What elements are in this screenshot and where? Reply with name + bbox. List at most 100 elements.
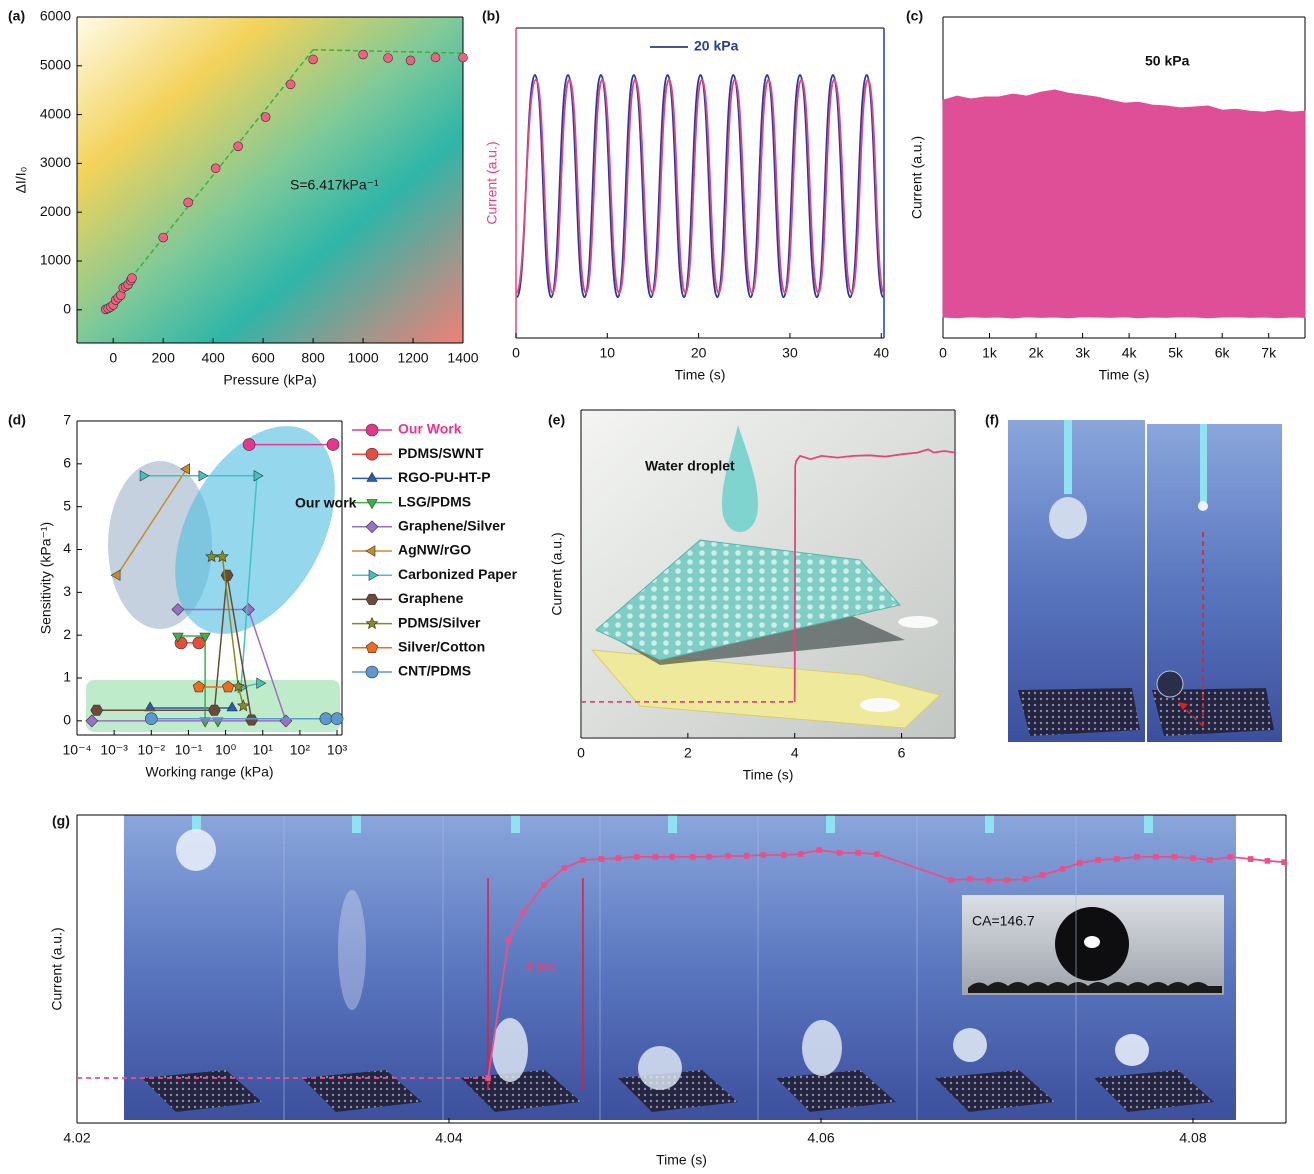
legend-label: Carbonized Paper: [398, 566, 518, 582]
data-point: [1207, 857, 1213, 863]
x-axis-label: Pressure (kPa): [223, 372, 316, 388]
y-tick-label: 2: [63, 626, 71, 642]
x-axis-label: Time (s): [1099, 367, 1150, 383]
data-point: [1077, 860, 1083, 866]
y-tick-label: 7: [63, 412, 71, 428]
panel-g-photo-strip: [124, 815, 1236, 1120]
data-point: [837, 850, 843, 856]
legend-marker: [366, 594, 378, 604]
x-tick-label: 400: [201, 350, 225, 366]
data-point: [1227, 854, 1233, 860]
y-axis-label: Current (a.u.): [909, 136, 925, 219]
x-axis-label: Time (s): [743, 767, 794, 783]
data-point: [184, 198, 193, 207]
droplet: [802, 1020, 842, 1076]
data-point: [798, 851, 804, 857]
data-point: [690, 854, 696, 860]
y-tick-label: 6000: [40, 8, 71, 24]
data-point: [1190, 855, 1196, 861]
x-tick-label: 0: [939, 345, 947, 361]
x-tick-label: 10⁻²: [137, 742, 165, 758]
x-tick-label: 4.04: [435, 1130, 462, 1146]
data-point: [653, 854, 659, 860]
data-point: [331, 713, 343, 725]
y-tick-label: 0: [63, 712, 71, 728]
needle: [352, 815, 361, 833]
droplet: [176, 829, 216, 871]
annotation: CA=146.7: [972, 913, 1035, 929]
data-point: [816, 847, 822, 853]
needle: [1144, 815, 1153, 833]
needle: [668, 815, 677, 833]
y-axis-label: Sensitivity (kPa⁻¹): [38, 522, 54, 634]
x-tick-label: 10²: [290, 742, 311, 758]
panel-label: (c): [906, 8, 923, 24]
x-tick-label: 0: [109, 350, 117, 366]
signal-band: [943, 90, 1305, 318]
panel-a-background: [77, 17, 463, 343]
data-point: [634, 854, 640, 860]
x-tick-label: 0: [512, 345, 520, 361]
panel-e-illustration: [582, 411, 954, 737]
x-tick-label: 10⁻³: [100, 742, 128, 758]
x-tick-label: 30: [782, 345, 798, 361]
legend-marker: [366, 642, 377, 653]
data-point: [261, 113, 270, 122]
y-axis-label: ΔI/I₀: [13, 166, 29, 193]
data-point: [615, 855, 621, 861]
data-point: [459, 53, 468, 62]
data-point: [221, 570, 233, 580]
data-point: [1095, 857, 1101, 863]
data-point: [506, 937, 512, 943]
data-point: [874, 851, 880, 857]
data-point: [1114, 856, 1120, 862]
legend-marker: [366, 666, 378, 678]
data-point: [208, 705, 220, 715]
data-point: [384, 53, 393, 62]
panel-label: (e): [548, 412, 565, 428]
y-tick-label: 5000: [40, 57, 71, 73]
droplet: [1198, 501, 1208, 511]
y-tick-label: 3: [63, 583, 71, 599]
data-point: [541, 882, 547, 888]
data-point: [580, 857, 586, 863]
x-tick-label: 10³: [327, 742, 348, 758]
legend-label: Silver/Cotton: [398, 639, 485, 655]
x-tick-label: 600: [251, 350, 275, 366]
page: (a)0200400600800100012001400010002000300…: [0, 0, 1314, 1174]
legend-label: LSG/PDMS: [398, 493, 471, 509]
x-tick-label: 4.06: [807, 1130, 834, 1146]
data-point: [948, 877, 954, 883]
x-tick-label: 40: [873, 345, 889, 361]
data-point: [145, 713, 157, 725]
data-point: [1004, 877, 1010, 883]
data-point: [127, 274, 136, 283]
legend-marker: [366, 546, 375, 556]
x-tick-label: 10⁻⁴: [63, 742, 92, 758]
annotation: Water droplet: [645, 458, 735, 474]
x-tick-label: 10⁰: [215, 742, 237, 758]
data-point: [359, 50, 368, 59]
data-point: [234, 142, 243, 151]
x-tick-label: 2: [684, 745, 692, 761]
x-tick-label: 200: [152, 350, 176, 366]
legend-label: CNT/PDMS: [398, 663, 471, 679]
figure: (a)0200400600800100012001400010002000300…: [0, 0, 1314, 1174]
panel-f-photo: [1008, 420, 1282, 742]
x-tick-label: 10: [600, 345, 616, 361]
data-point: [1023, 876, 1029, 882]
x-axis-label: Working range (kPa): [145, 764, 273, 780]
y-tick-label: 2000: [40, 203, 71, 219]
y-tick-label: 4000: [40, 105, 71, 121]
panel-label: (f): [985, 412, 999, 428]
y-tick-label: 1000: [40, 252, 71, 268]
data-point: [431, 53, 440, 62]
data-point: [1153, 854, 1159, 860]
x-tick-label: 10⁻¹: [175, 742, 203, 758]
y-tick-label: 1: [63, 669, 71, 685]
x-tick-label: 800: [301, 350, 325, 366]
data-point: [669, 854, 675, 860]
y-tick-label: 5: [63, 497, 71, 513]
legend-marker: [366, 521, 378, 533]
data-point: [1060, 866, 1066, 872]
